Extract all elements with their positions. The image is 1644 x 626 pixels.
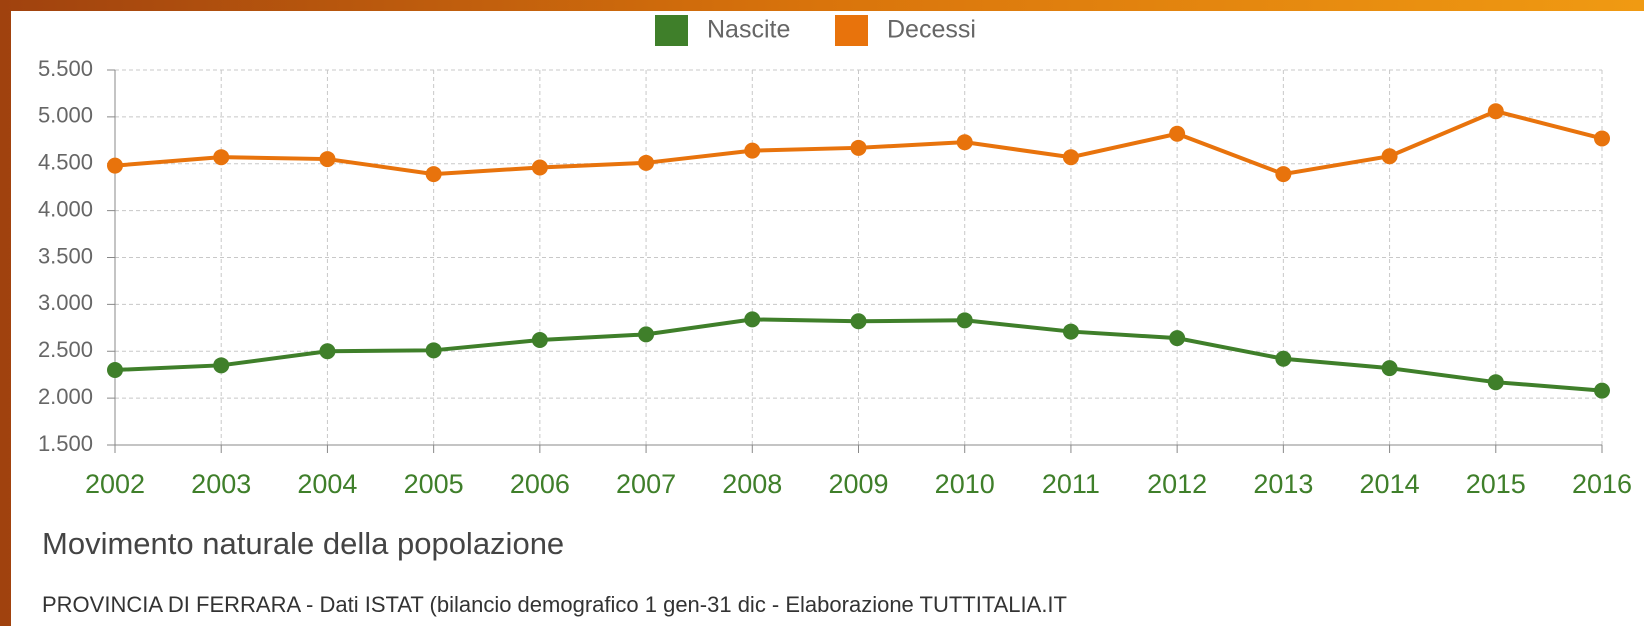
data-point [319, 151, 336, 168]
y-tick-label: 5.000 [38, 103, 93, 128]
data-point [850, 313, 867, 330]
x-tick-label: 2013 [1253, 469, 1313, 499]
x-tick-label: 2006 [510, 469, 570, 499]
y-tick-label: 2.500 [38, 337, 93, 362]
data-point [1169, 125, 1186, 142]
x-tick-label: 2012 [1147, 469, 1207, 499]
data-point [1062, 323, 1079, 340]
data-point [531, 332, 548, 348]
data-point [850, 139, 867, 156]
data-point [1062, 149, 1079, 166]
data-point [1275, 166, 1292, 183]
data-point [638, 326, 655, 343]
data-point [319, 343, 336, 360]
x-tick-label: 2009 [828, 469, 888, 499]
data-point [744, 142, 761, 159]
x-tick-label: 2005 [404, 469, 464, 499]
legend-label: Nascite [707, 16, 790, 44]
y-tick-label: 3.000 [38, 290, 93, 315]
chart-title: Movimento naturale della popolazione [42, 526, 564, 561]
x-tick-label: 2016 [1572, 469, 1632, 499]
y-tick-label: 2.000 [38, 384, 93, 409]
data-point [213, 149, 230, 166]
x-tick-label: 2004 [297, 469, 357, 499]
data-point [744, 311, 761, 328]
data-point [638, 154, 655, 171]
x-tick-label: 2014 [1360, 469, 1420, 499]
data-point [425, 166, 442, 183]
data-point [425, 342, 442, 359]
x-tick-label: 2003 [191, 469, 251, 499]
data-point [1169, 330, 1186, 347]
data-point [956, 134, 973, 151]
data-point [1487, 374, 1504, 391]
data-point [107, 157, 123, 174]
data-point [1487, 103, 1504, 120]
panel [11, 11, 1644, 626]
y-tick-label: 5.500 [38, 56, 93, 81]
data-point [956, 312, 973, 329]
data-point [1381, 360, 1398, 377]
data-point [107, 362, 123, 378]
x-tick-label: 2008 [722, 469, 782, 499]
data-point [1381, 148, 1398, 165]
data-point [1275, 350, 1292, 367]
data-point [1594, 130, 1610, 147]
data-point [531, 159, 548, 176]
y-tick-label: 1.500 [38, 431, 93, 456]
legend-label: Decessi [887, 16, 976, 44]
x-tick-label: 2002 [85, 469, 145, 499]
y-tick-label: 3.500 [38, 243, 93, 268]
x-tick-label: 2011 [1042, 469, 1100, 499]
x-tick-label: 2015 [1466, 469, 1526, 499]
x-tick-label: 2010 [935, 469, 995, 499]
legend-swatch [835, 15, 868, 46]
data-point [213, 357, 230, 374]
chart-subtitle: PROVINCIA DI FERRARA - Dati ISTAT (bilan… [42, 592, 1067, 617]
legend-swatch [655, 15, 688, 46]
y-tick-label: 4.000 [38, 196, 93, 221]
data-point [1594, 382, 1610, 399]
y-tick-label: 4.500 [38, 150, 93, 175]
x-tick-label: 2007 [616, 469, 676, 499]
